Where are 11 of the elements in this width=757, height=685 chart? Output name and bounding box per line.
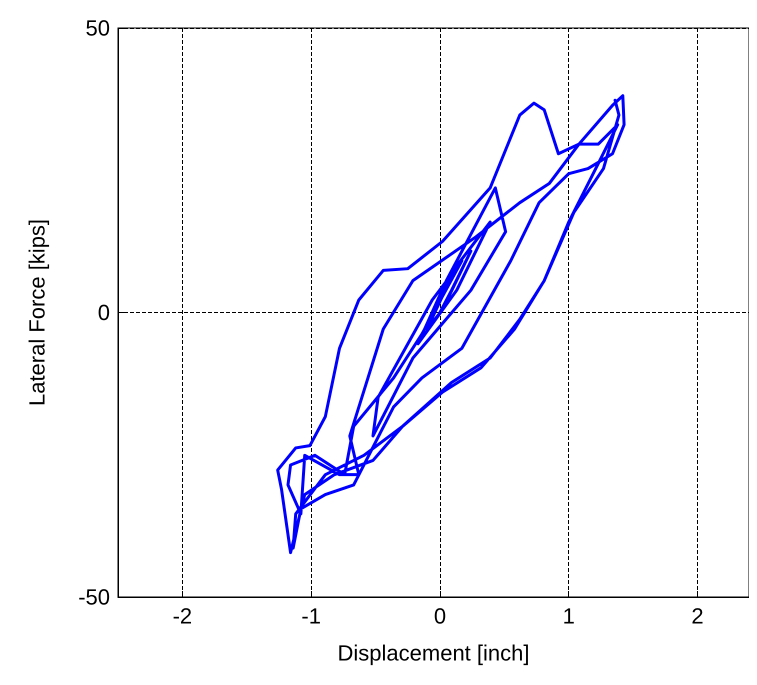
x-tick-label: 1 bbox=[562, 604, 575, 628]
x-tick-label: -1 bbox=[301, 604, 321, 628]
x-axis-title: Displacement [inch] bbox=[338, 640, 530, 666]
x-tick-label: -2 bbox=[172, 604, 192, 628]
x-tick-label: 2 bbox=[691, 604, 704, 628]
y-tick-label: -50 bbox=[78, 584, 110, 610]
line-series bbox=[276, 94, 626, 554]
x-tick-label: 0 bbox=[434, 604, 446, 628]
y-axis-title: Lateral Force [kips] bbox=[24, 218, 50, 406]
y-tick-label: 0 bbox=[98, 300, 110, 325]
y-tick-label: 50 bbox=[86, 16, 110, 40]
